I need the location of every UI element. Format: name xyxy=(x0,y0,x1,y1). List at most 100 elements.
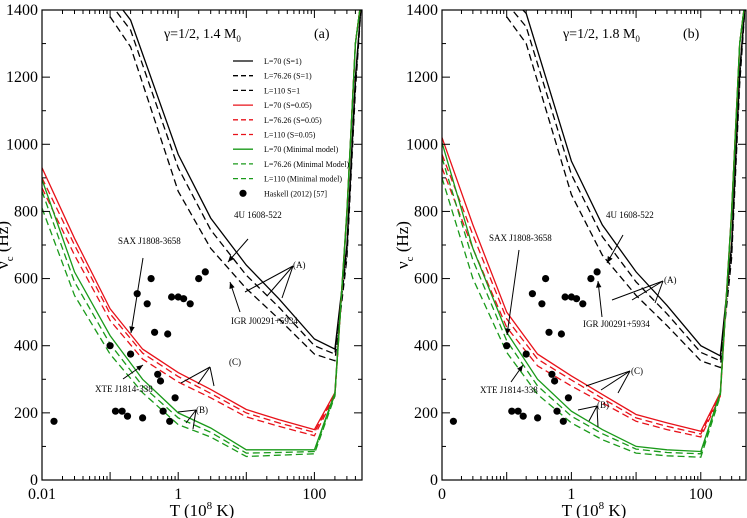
x-tick-label: 100 xyxy=(302,486,326,503)
data-point xyxy=(528,290,537,298)
data-point xyxy=(579,300,587,308)
y-tick-label: 600 xyxy=(14,271,38,288)
legend-label: L=76.26 (Minimal Model) xyxy=(264,160,350,169)
plot-frame xyxy=(441,9,747,481)
annotation-pointer xyxy=(617,370,631,394)
data-point xyxy=(551,377,559,385)
y-axis-title-main: ν xyxy=(393,261,412,269)
legend-label: L=110 S=1 xyxy=(264,86,300,95)
y-tick-label: 600 xyxy=(414,271,438,288)
data-point xyxy=(553,407,561,415)
data-point xyxy=(166,417,174,425)
data-point xyxy=(534,414,542,422)
data-point xyxy=(542,275,550,283)
series-line-4 xyxy=(442,10,745,433)
data-point xyxy=(593,268,601,276)
y-tick-label: 1200 xyxy=(406,69,438,86)
y-tick-label: 200 xyxy=(414,405,438,422)
annotation-arrowhead xyxy=(136,365,143,371)
legend-label: L=70 (S=0.05) xyxy=(264,101,312,110)
data-point xyxy=(195,275,203,283)
data-point xyxy=(559,417,567,425)
y-tick-label: 1000 xyxy=(6,136,38,153)
annotation-pointer xyxy=(585,370,631,387)
data-point xyxy=(168,293,176,301)
data-point xyxy=(186,300,194,308)
y-axis-title-sub: c xyxy=(404,256,416,261)
series-group xyxy=(42,10,362,458)
data-point xyxy=(508,407,516,415)
series-line-4 xyxy=(42,10,361,431)
annotation-label: XTE J1814-338 xyxy=(480,385,538,395)
annotation-pointer xyxy=(244,265,294,293)
annotation-arrowhead xyxy=(596,281,602,288)
y-tick-label: 0 xyxy=(30,472,38,489)
annotation-arrowhead xyxy=(229,282,235,289)
data-point xyxy=(154,370,162,378)
y-tick-label: 800 xyxy=(14,203,38,220)
chart-panel-b: 0 200 400 600 800 1000 1200 1400 0 1 100 T (108 K) ν… xyxy=(393,2,747,518)
y-tick-label: 200 xyxy=(14,405,38,422)
data-point xyxy=(519,412,527,420)
series-line-6 xyxy=(42,10,361,437)
annotation-pointer xyxy=(654,280,664,304)
data-point xyxy=(522,350,530,358)
data-point xyxy=(118,407,126,415)
model-label-sub: 0 xyxy=(236,34,241,44)
series-line-1 xyxy=(122,10,362,351)
legend-label: L=110 (Minimal model) xyxy=(264,175,342,184)
data-point xyxy=(180,295,188,303)
annotation-pointer xyxy=(185,409,197,424)
annotation-arrow xyxy=(506,249,520,336)
annotation-pointer xyxy=(209,366,215,387)
y-axis-title: νc (Hz) xyxy=(0,221,16,269)
annotation-arrowhead xyxy=(517,365,523,372)
annotation-pointer xyxy=(596,405,599,428)
y-tick-label: 0 xyxy=(430,472,438,489)
x-axis-title-sup: 8 xyxy=(207,500,213,512)
x-axis-title-main: T (10 xyxy=(170,501,207,518)
data-point xyxy=(587,275,595,283)
annotation-pointer xyxy=(177,409,197,413)
y-tick-label: 400 xyxy=(14,338,38,355)
data-point xyxy=(538,300,546,308)
annotation-label: (C) xyxy=(631,366,643,376)
annotation-pointer xyxy=(281,265,294,299)
data-point xyxy=(564,394,573,402)
annotation-pointer xyxy=(197,366,211,385)
data-point xyxy=(545,328,553,336)
legend-label: L=76.26 (S=1) xyxy=(264,72,312,81)
annotation-arrowhead xyxy=(129,326,135,333)
data-point xyxy=(174,293,182,301)
y-axis-title-tail: (Hz) xyxy=(0,221,12,256)
annotation-label: 4U 1608-522 xyxy=(234,210,282,220)
x-axis-title-tail: K) xyxy=(212,501,234,518)
annotation-label: IGR J00291+5934 xyxy=(583,319,650,329)
panel-label: (a) xyxy=(314,27,330,42)
model-label: γ=1/2, 1.4 M0 xyxy=(163,27,241,44)
annotation-pointer xyxy=(577,405,598,411)
annotation-label: IGR J00291+5934 xyxy=(231,316,298,326)
y-tick-label: 1200 xyxy=(6,69,38,86)
chart-panel-a: 0 200 400 600 800 1000 1200 1400 0.01 1 100 T (108 … xyxy=(0,2,363,518)
legend-label: Haskell (2012) [57] xyxy=(264,189,327,198)
y-tick-label: 800 xyxy=(414,203,438,220)
annotation-pointer xyxy=(192,409,197,430)
annotation-label: (C) xyxy=(229,357,241,367)
data-point xyxy=(151,328,159,336)
x-axis-title: T (108 K) xyxy=(562,500,627,518)
model-label-main: γ=1/2, 1.8 M xyxy=(562,27,636,42)
data-point xyxy=(548,370,556,378)
annotation-label: SAX J1808-3658 xyxy=(489,233,552,243)
series-line-3 xyxy=(109,10,362,362)
annotation-label: SAX J1808-3658 xyxy=(118,236,181,246)
data-point xyxy=(123,412,132,420)
data-point xyxy=(557,330,566,338)
x-tick-label: 100 xyxy=(689,486,713,503)
annotation-label: (A) xyxy=(664,275,677,285)
model-label: γ=1/2, 1.8 M0 xyxy=(562,27,640,44)
series-line-9 xyxy=(442,10,745,458)
legend-label: L=70 (Minimal model) xyxy=(264,145,339,154)
annotation-label: 4U 1608-522 xyxy=(606,210,654,220)
